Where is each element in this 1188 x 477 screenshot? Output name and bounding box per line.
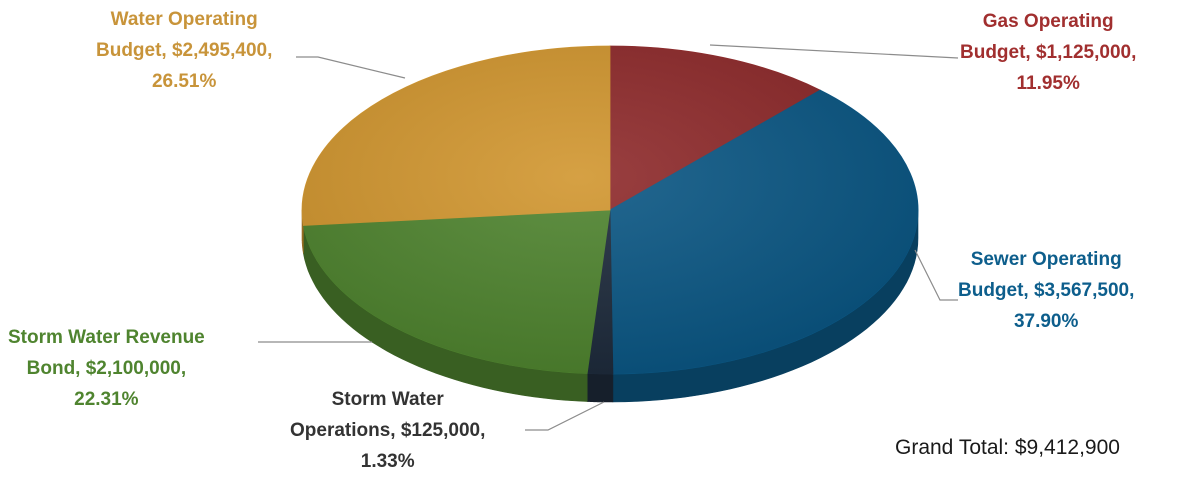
slice-label-storm-water-revenue-bond: Storm Water Revenue Bond, $2,100,000, 22… — [8, 322, 205, 415]
label-line: 22.31% — [74, 389, 139, 410]
leader-line-1 — [914, 249, 958, 301]
label-line: Operations, $125,000, — [290, 420, 486, 441]
slice-label-water: Water Operating Budget, $2,495,400, 26.5… — [96, 4, 272, 97]
label-line: Budget, $1,125,000, — [960, 42, 1137, 63]
pie-top-shading — [302, 46, 918, 374]
grand-total: Grand Total: $9,412,900 — [895, 436, 1120, 459]
label-line: Storm Water — [331, 389, 444, 410]
label-line: Bond, $2,100,000, — [26, 358, 187, 379]
leader-line-2 — [525, 401, 605, 431]
slice-label-sewer: Sewer Operating Budget, $3,567,500, 37.9… — [958, 244, 1134, 337]
label-line: Budget, $3,567,500, — [958, 280, 1135, 301]
slice-label-storm-water-operations: Storm Water Operations, $125,000, 1.33% — [290, 384, 485, 477]
label-line: Storm Water Revenue — [8, 327, 205, 348]
leader-line-0 — [709, 44, 959, 59]
label-line: 1.33% — [360, 451, 415, 472]
leader-line-4 — [296, 56, 406, 79]
label-line: Gas Operating — [982, 11, 1114, 32]
label-line: 37.90% — [1013, 311, 1079, 332]
label-line: 26.51% — [151, 71, 217, 92]
label-line: Water Operating — [110, 9, 258, 30]
label-line: 11.95% — [1016, 73, 1080, 94]
label-line: Sewer Operating — [970, 249, 1122, 270]
pie-side-2 — [586, 373, 614, 403]
slice-label-gas: Gas Operating Budget, $1,125,000, 11.95% — [960, 6, 1136, 99]
label-line: Budget, $2,495,400, — [96, 40, 273, 61]
